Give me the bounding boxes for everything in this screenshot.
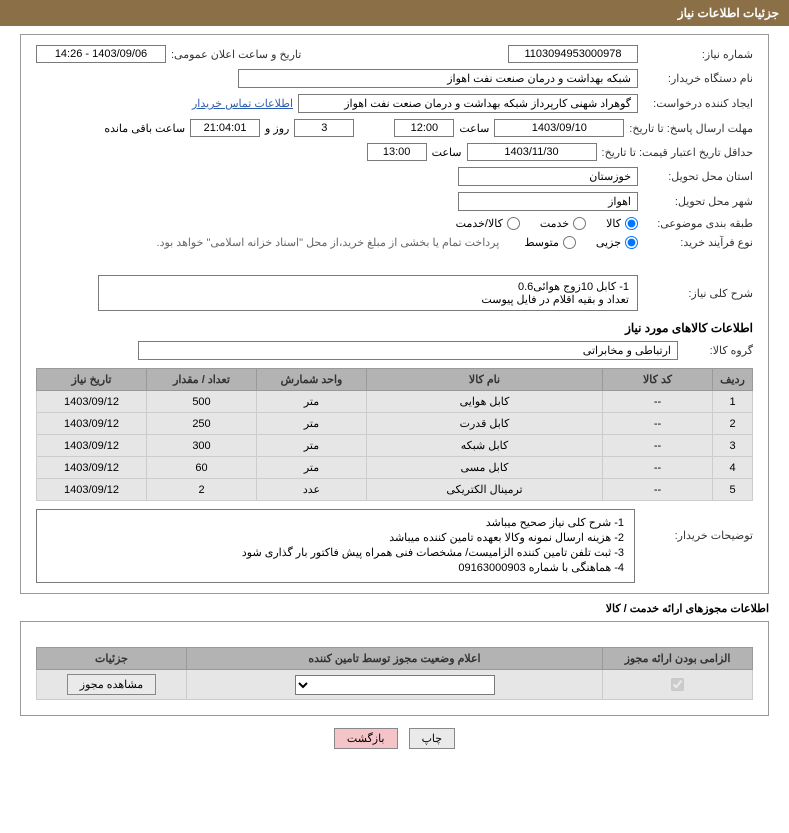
requester-field: گوهراد شهنی کارپرداز شبکه بهداشت و درمان… (298, 94, 638, 113)
print-button[interactable]: چاپ (409, 728, 456, 749)
process-radios: جزیی متوسط (524, 236, 638, 249)
hours-count: 21:04:01 (190, 119, 260, 137)
main-form: شماره نیاز: 1103094953000978 تاریخ و ساع… (20, 34, 769, 594)
proc-small-radio[interactable] (625, 236, 638, 249)
buyer-notes-label: توضیحات خریدار: (643, 509, 753, 583)
need-no-label: شماره نیاز: (643, 48, 753, 61)
days-and-label: روز و (265, 122, 289, 135)
group-field: ارتباطی و مخابراتی (138, 341, 678, 360)
cat-kalakhedmat-option[interactable]: کالا/خدمت (456, 217, 520, 230)
need-no-field: 1103094953000978 (508, 45, 638, 63)
city-label: شهر محل تحویل: (643, 195, 753, 208)
city-field: اهواز (458, 192, 638, 211)
announce-field: 1403/09/06 - 14:26 (36, 45, 166, 63)
buyer-notes-box: 1- شرح کلی نیاز صحیح میباشد 2- هزینه ارسا… (36, 509, 635, 583)
footer-buttons: چاپ بازگشت (0, 728, 789, 749)
desc-label: شرح کلی نیاز: (643, 287, 753, 300)
note-line: 1- شرح کلی نیاز صحیح میباشد (47, 516, 624, 529)
province-field: خوزستان (458, 167, 638, 186)
deadline-time: 12:00 (394, 119, 454, 137)
license-table: الزامی بودن ارائه مجوزاعلام وضعیت مجوز ت… (36, 647, 753, 700)
hours-remain-label: ساعت باقی مانده (104, 122, 185, 135)
table-header: ردیف (713, 369, 753, 391)
table-row: 1--کابل هواییمتر5001403/09/12 (37, 391, 753, 413)
buyer-org-label: نام دستگاه خریدار: (643, 72, 753, 85)
desc-box: 1- کابل 10زوج هوائی0.6 تعداد و بقیه اقلا… (98, 275, 638, 311)
group-label: گروه کالا: (683, 344, 753, 357)
table-row: 4--کابل مسیمتر601403/09/12 (37, 457, 753, 479)
license-header: جزئیات (37, 648, 187, 670)
cat-khedmat-option[interactable]: خدمت (540, 217, 586, 230)
page-title: جزئیات اطلاعات نیاز (678, 6, 779, 20)
announce-label: تاریخ و ساعت اعلان عمومی: (171, 48, 301, 61)
deadline-label: مهلت ارسال پاسخ: تا تاریخ: (629, 122, 753, 135)
desc-line2: تعداد و بقیه اقلام در فایل پیوست (107, 293, 629, 306)
view-license-button[interactable]: مشاهده مجوز (67, 674, 156, 695)
table-header: تاریخ نیاز (37, 369, 147, 391)
days-count: 3 (294, 119, 354, 137)
goods-table: ردیفکد کالانام کالاواحد شمارشتعداد / مقد… (36, 368, 753, 501)
validity-time: 13:00 (367, 143, 427, 161)
table-header: تعداد / مقدار (147, 369, 257, 391)
cat-kala-option[interactable]: کالا (606, 217, 638, 230)
process-label: نوع فرآیند خرید: (643, 236, 753, 249)
process-note: پرداخت تمام یا بخشی از مبلغ خرید،از محل … (157, 236, 500, 249)
table-row: 3--کابل شبکهمتر3001403/09/12 (37, 435, 753, 457)
validity-label: حداقل تاریخ اعتبار قیمت: تا تاریخ: (602, 146, 753, 159)
time-label-1: ساعت (459, 122, 489, 135)
note-line: 4- هماهنگی با شماره 09163000903 (47, 561, 624, 574)
cat-kala-radio[interactable] (625, 217, 638, 230)
category-radios: کالا خدمت کالا/خدمت (456, 217, 638, 230)
time-label-2: ساعت (432, 146, 462, 159)
page-header: جزئیات اطلاعات نیاز (0, 0, 789, 26)
desc-line1: 1- کابل 10زوج هوائی0.6 (107, 280, 629, 293)
license-section: الزامی بودن ارائه مجوزاعلام وضعیت مجوز ت… (20, 621, 769, 716)
table-header: کد کالا (603, 369, 713, 391)
goods-info-title: اطلاعات کالاهای مورد نیاز (36, 321, 753, 335)
license-row: مشاهده مجوز (37, 670, 753, 700)
license-mandatory-checkbox (671, 678, 684, 691)
cat-khedmat-radio[interactable] (573, 217, 586, 230)
deadline-date: 1403/09/10 (494, 119, 624, 137)
note-line: 2- هزینه ارسال نمونه وکالا بعهده تامین ک… (47, 531, 624, 544)
proc-medium-option[interactable]: متوسط (524, 236, 576, 249)
contact-link[interactable]: اطلاعات تماس خریدار (192, 97, 293, 110)
license-header: اعلام وضعیت مجوز توسط تامین کننده (187, 648, 603, 670)
table-row: 2--کابل قدرتمتر2501403/09/12 (37, 413, 753, 435)
proc-medium-radio[interactable] (563, 236, 576, 249)
note-line: 3- ثبت تلفن تامین کننده الزامیست/ مشخصات… (47, 546, 624, 559)
category-label: طبقه بندی موضوعی: (643, 217, 753, 230)
table-header: نام کالا (367, 369, 603, 391)
province-label: استان محل تحویل: (643, 170, 753, 183)
requester-label: ایجاد کننده درخواست: (643, 97, 753, 110)
buyer-org-field: شبکه بهداشت و درمان صنعت نفت اهواز (238, 69, 638, 88)
validity-date: 1403/11/30 (467, 143, 597, 161)
license-header: الزامی بودن ارائه مجوز (603, 648, 753, 670)
license-title: اطلاعات مجوزهای ارائه خدمت / کالا (20, 602, 769, 617)
back-button[interactable]: بازگشت (334, 728, 398, 749)
table-row: 5--ترمینال الکتریکیعدد21403/09/12 (37, 479, 753, 501)
license-status-select[interactable] (295, 675, 495, 695)
cat-kalakhedmat-radio[interactable] (507, 217, 520, 230)
proc-small-option[interactable]: جزیی (596, 236, 638, 249)
table-header: واحد شمارش (257, 369, 367, 391)
